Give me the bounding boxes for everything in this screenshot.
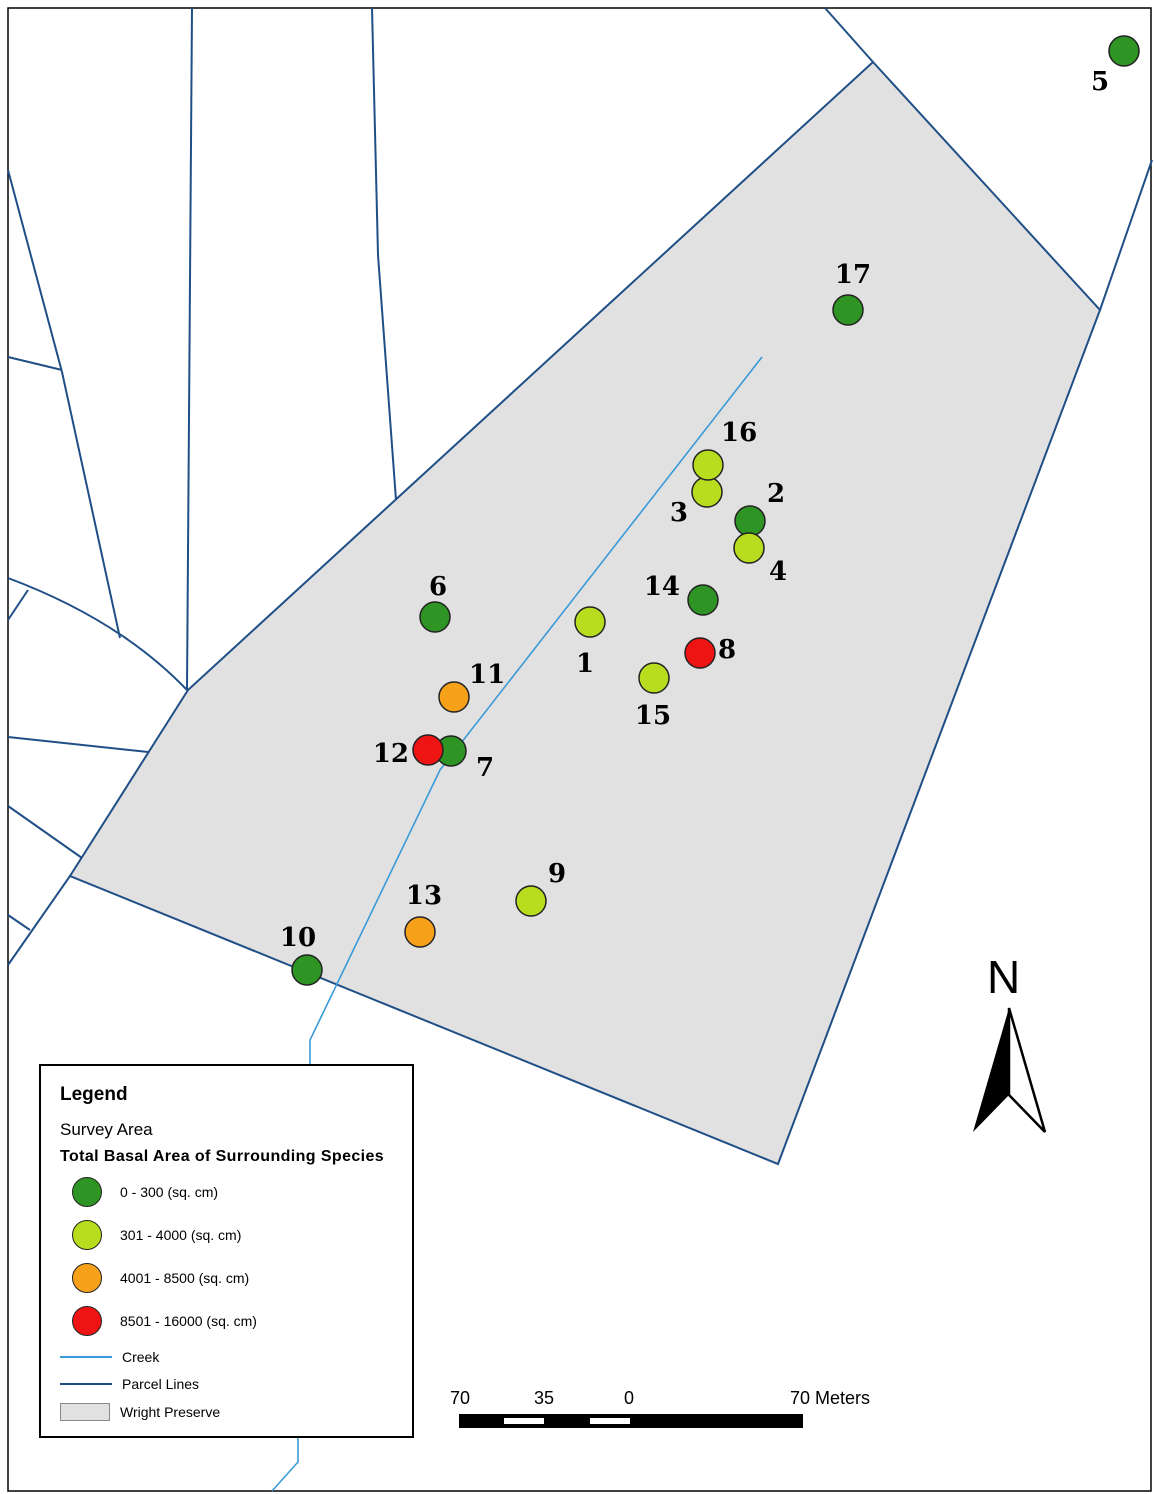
legend-basal-title: Total Basal Area of Surrounding Species [60,1148,385,1165]
legend-item-class-2: 301 - 4000 (sq. cm) [60,1218,241,1252]
site-label-6: 6 [429,572,447,602]
legend-item-class-1: 0 - 300 (sq. cm) [60,1175,218,1209]
site-marker-14 [687,584,719,616]
parcel-line-icon [60,1383,112,1385]
site-marker-6 [419,601,451,633]
parcel-line [371,7,397,501]
site-label-7: 7 [476,753,494,783]
site-label-10: 10 [280,923,316,953]
site-marker-16 [692,449,724,481]
scale-bar-base [459,1414,803,1428]
legend-panel: Legend Survey Area Total Basal Area of S… [39,1064,414,1438]
legend-item-label: Parcel Lines [122,1376,200,1392]
site-label-12: 12 [373,739,409,769]
legend-item-label: Wright Preserve [120,1404,221,1420]
site-marker-12 [412,734,444,766]
parcel-line [7,914,31,931]
parcel-line [186,7,193,691]
legend-item-label: 0 - 300 (sq. cm) [120,1184,219,1200]
site-label-5: 5 [1091,67,1109,97]
site-marker-3 [691,476,723,508]
parcel-line [7,875,71,966]
site-marker-11 [438,681,470,713]
parcel-lines [7,7,1153,966]
legend-item-label: 8501 - 16000 (sq. cm) [120,1313,257,1329]
site-label-8: 8 [718,635,736,665]
legend-item-label: Creek [122,1349,160,1365]
light-green-circle-icon [72,1220,102,1250]
parcel-line [7,736,149,753]
site-label-1: 1 [576,649,594,679]
creek-line [271,356,763,1492]
site-label-4: 4 [769,557,787,587]
parcel-line [7,356,63,371]
orange-circle-icon [72,1263,102,1293]
parcel-line [7,805,83,859]
parcel-line [1099,159,1153,311]
scale-bar-segment [504,1418,544,1424]
legend-title: Legend [60,1084,128,1105]
creek-segment [271,1438,299,1492]
legend-survey-area: Survey Area [60,1120,153,1139]
site-label-13: 13 [406,881,442,911]
north-arrow-icon [973,1007,1047,1133]
scale-label: 70 Meters [790,1388,871,1408]
scale-label: 35 [534,1388,555,1408]
scale-bar-segment [590,1418,630,1424]
creek-line-icon [60,1356,112,1358]
site-label-17: 17 [835,260,871,290]
site-label-11: 11 [469,660,505,690]
site-label-16: 16 [721,418,757,448]
parcel-line [7,589,29,621]
site-marker-4 [733,532,765,564]
legend-item-label: 4001 - 8500 (sq. cm) [120,1270,250,1286]
north-letter: N [987,951,1021,1003]
site-marker-9 [515,885,547,917]
north-arrow: N [965,950,1055,1140]
scale-label: 0 [624,1388,635,1408]
site-marker-8 [684,637,716,669]
preserve-swatch-icon [60,1403,110,1421]
parcel-line [7,169,121,639]
legend-item-creek: Creek [60,1340,159,1374]
site-marker-2 [734,505,766,537]
red-circle-icon [72,1306,102,1336]
site-marker-13 [404,916,436,948]
scale-label: 70 [450,1388,471,1408]
site-label-9: 9 [548,859,566,889]
parcel-line [7,577,188,691]
site-marker-17 [832,294,864,326]
site-label-3: 3 [670,498,688,528]
legend-item-label: 301 - 4000 (sq. cm) [120,1227,242,1243]
legend-item-parcel-lines: Parcel Lines [60,1367,199,1401]
site-marker-15 [638,662,670,694]
site-label-15: 15 [635,701,671,731]
site-marker-1 [574,606,606,638]
green-circle-icon [72,1177,102,1207]
site-marker-10 [291,954,323,986]
scale-bar: 70 35 0 70 Meters [448,1388,888,1438]
creek-segment [309,356,763,1065]
site-label-14: 14 [644,572,680,602]
parcel-line [824,7,874,63]
site-label-2: 2 [767,479,785,509]
site-marker-5 [1108,35,1140,67]
legend-item-preserve: Wright Preserve [60,1395,220,1429]
legend-item-class-3: 4001 - 8500 (sq. cm) [60,1261,249,1295]
legend-item-class-4: 8501 - 16000 (sq. cm) [60,1304,257,1338]
